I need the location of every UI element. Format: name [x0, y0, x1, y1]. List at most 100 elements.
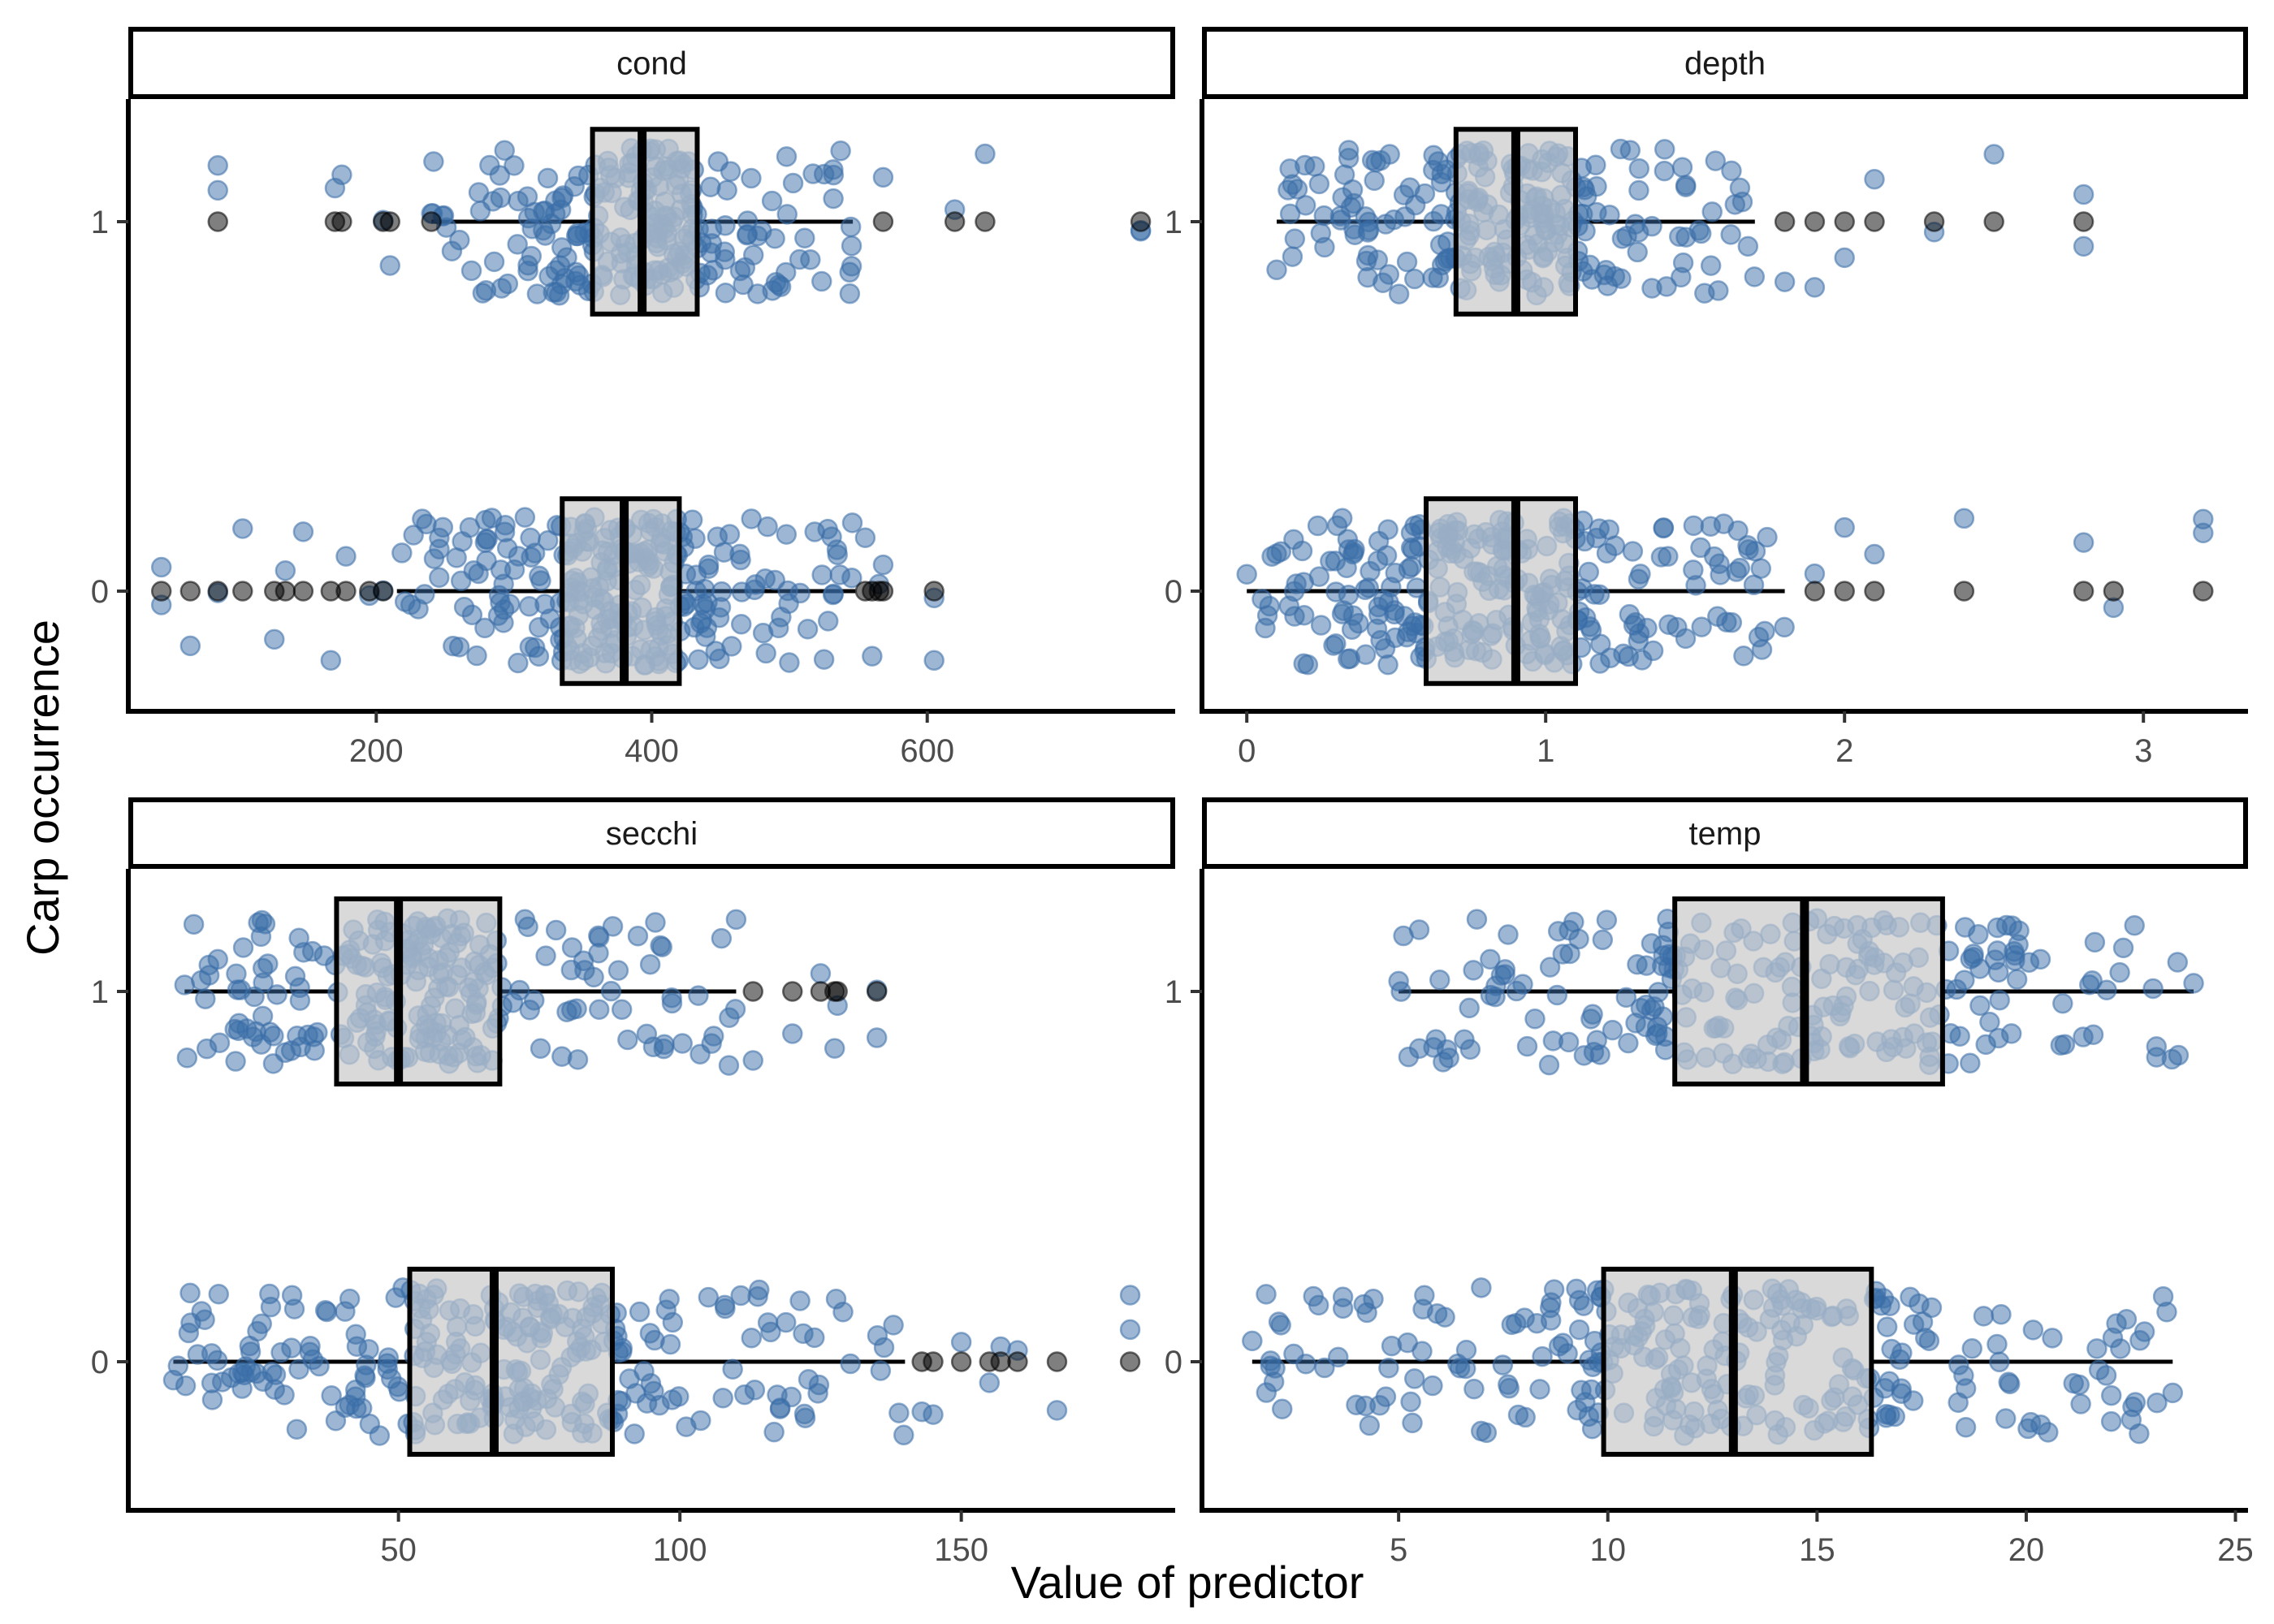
data-point: [1357, 266, 1378, 288]
data-point: [1463, 960, 1484, 981]
box-group-0: [1242, 1267, 2184, 1457]
outlier-point: [1834, 211, 1855, 232]
data-point: [685, 564, 707, 585]
data-point: [1998, 1371, 2019, 1393]
data-point: [1294, 604, 1315, 626]
data-point: [1627, 241, 1648, 263]
data-point: [1278, 179, 1299, 201]
strip-temp: [1202, 797, 2248, 869]
data-point: [1671, 266, 1692, 288]
data-point: [1881, 1338, 1902, 1360]
data-point: [1375, 1386, 1397, 1407]
data-point: [1388, 283, 1410, 304]
data-point: [1492, 1354, 1514, 1376]
data-point: [1404, 515, 1425, 537]
data-point: [491, 278, 512, 299]
data-point: [561, 937, 583, 958]
data-point: [866, 1027, 888, 1048]
data-point: [2100, 1384, 2122, 1406]
data-point: [1754, 620, 1775, 642]
data-point: [1558, 1031, 1580, 1053]
box-group-1: [174, 896, 888, 1086]
outlier-point: [1923, 211, 1945, 232]
data-point: [1454, 1029, 1475, 1050]
data-point: [1400, 537, 1422, 559]
data-point: [1236, 564, 1257, 585]
data-point: [707, 151, 728, 172]
data-point: [1379, 144, 1400, 165]
data-point: [627, 925, 649, 947]
data-point: [611, 999, 633, 1020]
data-point: [1576, 186, 1597, 207]
data-point: [2079, 974, 2100, 996]
outlier-point: [1804, 581, 1826, 602]
data-point: [862, 646, 883, 667]
data-point: [1466, 909, 1488, 930]
data-point: [764, 228, 785, 249]
data-point: [825, 1289, 847, 1310]
data-point: [449, 229, 470, 251]
data-point: [2022, 1320, 2044, 1341]
data-point: [1297, 654, 1319, 676]
data-point: [629, 1301, 651, 1323]
data-point: [1498, 1377, 1520, 1399]
outlier-point: [2103, 581, 2125, 602]
data-point: [429, 527, 450, 549]
data-point: [1494, 964, 1515, 985]
data-point: [2146, 1036, 2168, 1057]
data-point: [1310, 615, 1332, 636]
data-point: [1279, 158, 1300, 179]
data-point: [763, 1421, 785, 1443]
data-point: [2063, 1372, 2084, 1394]
data-point: [246, 1363, 267, 1384]
data-point: [729, 543, 750, 565]
data-point: [335, 546, 357, 567]
box-group-0: [1236, 496, 2214, 686]
data-point: [813, 163, 835, 185]
data-point: [1546, 984, 1568, 1006]
outlier-point: [1007, 1351, 1028, 1372]
data-point: [1700, 255, 1722, 276]
data-point: [1332, 1298, 1354, 1320]
data-point: [2073, 235, 2095, 257]
data-point: [1357, 244, 1379, 266]
data-point: [776, 1311, 797, 1333]
data-point: [1721, 160, 1742, 182]
data-point: [893, 1424, 914, 1446]
data-point: [1628, 222, 1649, 243]
data-point: [1604, 535, 1626, 556]
facet-depth: depth 0 1 0 1 2 3: [1165, 27, 2248, 769]
data-point: [1255, 617, 1276, 639]
data-point: [1987, 1333, 2008, 1355]
outlier-point: [742, 981, 763, 1002]
data-point: [741, 508, 762, 529]
data-point: [1406, 577, 1428, 598]
data-point: [715, 1298, 736, 1320]
data-point: [2124, 915, 2145, 936]
data-point: [1346, 1394, 1367, 1416]
data-point: [2109, 961, 2130, 983]
outlier-point: [1834, 581, 1855, 602]
data-point: [650, 935, 671, 957]
data-point: [1671, 157, 1693, 178]
data-point: [757, 516, 778, 538]
data-point: [1995, 1408, 2017, 1429]
strip-secchi: [128, 797, 1175, 869]
data-point: [1284, 228, 1306, 249]
jitter-points: [174, 908, 888, 1076]
data-point: [1498, 924, 1519, 945]
data-point: [281, 1285, 303, 1306]
data-point: [872, 554, 894, 576]
strip-depth: [1202, 27, 2248, 99]
data-point: [232, 937, 254, 958]
data-point: [1344, 224, 1365, 246]
data-point: [749, 1279, 770, 1301]
data-point: [495, 514, 516, 536]
data-point: [1658, 546, 1679, 567]
data-point: [1615, 987, 1637, 1009]
box-group-0: [150, 496, 945, 686]
data-point: [1459, 997, 1480, 1019]
data-point: [325, 1410, 347, 1432]
data-point: [1656, 276, 1677, 297]
data-point: [379, 255, 400, 276]
